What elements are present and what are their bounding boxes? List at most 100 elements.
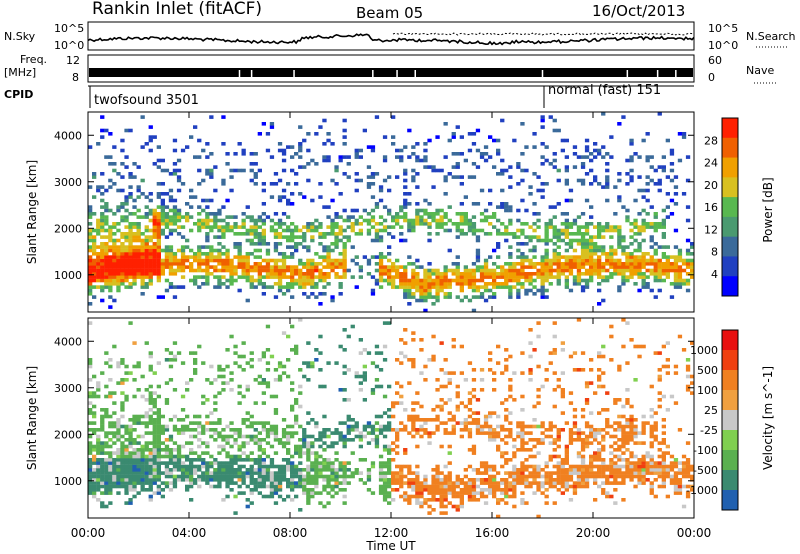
heatmap-cell xyxy=(572,282,578,286)
heatmap-cell xyxy=(180,235,186,239)
heatmap-cell xyxy=(520,478,525,482)
heatmap-cell xyxy=(144,228,149,233)
heatmap-cell xyxy=(528,225,533,229)
heatmap-cell xyxy=(334,222,339,226)
heatmap-cell xyxy=(213,484,218,489)
heatmap-cell xyxy=(617,398,622,402)
heatmap-cell xyxy=(492,371,497,375)
heatmap-cell xyxy=(532,228,537,233)
heatmap-cell xyxy=(156,262,161,266)
heatmap-cell xyxy=(378,222,384,226)
heatmap-cell xyxy=(621,444,626,449)
heatmap-cell xyxy=(500,275,505,279)
heatmap-cell xyxy=(273,431,279,435)
heatmap-cell xyxy=(116,252,121,256)
heatmap-cell xyxy=(584,155,590,159)
heatmap-cell xyxy=(318,242,323,246)
heatmap-cell xyxy=(403,168,408,173)
heatmap-cell xyxy=(403,198,408,203)
heatmap-cell xyxy=(423,222,428,226)
heatmap-cell xyxy=(124,484,129,489)
heatmap-cell xyxy=(334,212,339,216)
heatmap-cell xyxy=(653,478,658,482)
heatmap-cell xyxy=(176,431,182,435)
heatmap-cell xyxy=(132,272,137,276)
heatmap-cell xyxy=(281,292,287,296)
heatmap-cell xyxy=(160,461,165,465)
heatmap-cell xyxy=(374,228,380,233)
heatmap-cell xyxy=(572,255,578,259)
heatmap-cell xyxy=(104,451,109,455)
heatmap-cell xyxy=(423,268,428,273)
heatmap-cell xyxy=(605,168,610,173)
heatmap-cell xyxy=(168,262,174,266)
heatmap-cell xyxy=(488,468,493,472)
heatmap-cell xyxy=(168,172,174,176)
heatmap-cell xyxy=(140,245,145,249)
heatmap-cell xyxy=(544,225,549,229)
heatmap-cell xyxy=(205,481,210,485)
heatmap-cell xyxy=(152,162,157,166)
heatmap-cell xyxy=(645,198,650,203)
heatmap-cell xyxy=(443,228,448,233)
heatmap-cell xyxy=(403,145,408,149)
heatmap-cell xyxy=(500,451,505,455)
heatmap-cell xyxy=(597,148,602,153)
heatmap-cell xyxy=(225,152,230,156)
heatmap-cell xyxy=(201,474,206,479)
heatmap-cell xyxy=(330,228,335,233)
heatmap-cell xyxy=(193,464,198,469)
heatmap-cell xyxy=(544,238,549,243)
heatmap-cell xyxy=(334,474,339,479)
heatmap-cell xyxy=(609,494,614,499)
heatmap-cell xyxy=(197,182,202,186)
heatmap-cell xyxy=(164,245,170,249)
heatmap-cell xyxy=(447,418,452,422)
heatmap-cell xyxy=(544,255,549,259)
heatmap-cell xyxy=(290,265,295,269)
heatmap-cell xyxy=(172,205,178,209)
heatmap-cell xyxy=(540,258,545,263)
heatmap-cell xyxy=(564,242,569,246)
heatmap-cell xyxy=(633,272,638,276)
heatmap-cell xyxy=(625,424,630,429)
heatmap-cell xyxy=(306,444,311,449)
heatmap-cell xyxy=(124,155,129,159)
heatmap-cell xyxy=(560,262,565,266)
heatmap-cell xyxy=(609,471,614,475)
heatmap-cell xyxy=(96,225,101,229)
heatmap-cell xyxy=(395,285,400,289)
heatmap-cell xyxy=(629,464,634,469)
heatmap-cell xyxy=(459,152,464,156)
heatmap-cell xyxy=(366,232,372,236)
heatmap-cell xyxy=(209,454,214,459)
heatmap-cell xyxy=(120,468,125,472)
heatmap-cell xyxy=(253,225,258,229)
heatmap-cell xyxy=(407,285,412,289)
heatmap-cell xyxy=(512,285,517,289)
heatmap-cell xyxy=(568,198,574,203)
heatmap-cell xyxy=(197,424,202,429)
heatmap-cell xyxy=(112,421,117,425)
heatmap-cell xyxy=(358,374,363,379)
heatmap-cell xyxy=(209,364,214,369)
heatmap-cell xyxy=(249,268,254,273)
heatmap-cell xyxy=(338,468,343,472)
heatmap-cell xyxy=(156,408,161,412)
heatmap-cell xyxy=(471,498,477,502)
heatmap-cell xyxy=(471,488,477,492)
heatmap-cell xyxy=(180,252,186,256)
heatmap-cell xyxy=(261,378,266,382)
heatmap-cell xyxy=(180,245,186,249)
heatmap-cell xyxy=(500,222,505,226)
heatmap-cell xyxy=(128,431,133,435)
heatmap-cell xyxy=(455,481,460,485)
heatmap-cell xyxy=(241,268,246,273)
heatmap-cell xyxy=(160,488,165,492)
heatmap-cell xyxy=(431,295,436,299)
heatmap-cell xyxy=(136,461,141,465)
heatmap-cell xyxy=(257,464,262,469)
heatmap-cell xyxy=(645,132,650,136)
heatmap-cell xyxy=(673,258,679,263)
heatmap-cell xyxy=(431,358,436,362)
